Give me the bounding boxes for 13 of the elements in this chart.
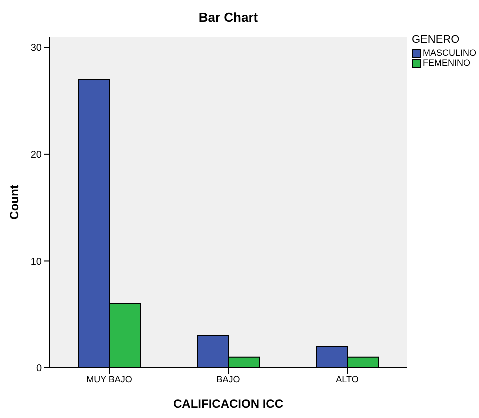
y-tick-label: 10 <box>30 256 42 268</box>
x-tick-label: ALTO <box>336 374 359 384</box>
y-tick-label: 30 <box>30 43 42 54</box>
x-axis-title: CALIFICACION ICC <box>174 397 284 411</box>
legend-title: GENERO <box>412 34 461 46</box>
y-tick-label: 0 <box>36 364 42 375</box>
chart-title: Bar Chart <box>198 10 260 25</box>
x-tick-label: BAJO <box>216 374 240 384</box>
legend-label: MASCULINO <box>423 48 477 58</box>
x-tick-label: MUY BAJO <box>86 374 132 384</box>
legend-label: FEMENINO <box>423 58 471 68</box>
y-axis-title: Count <box>7 185 22 220</box>
y-tick-label: 20 <box>30 150 42 161</box>
